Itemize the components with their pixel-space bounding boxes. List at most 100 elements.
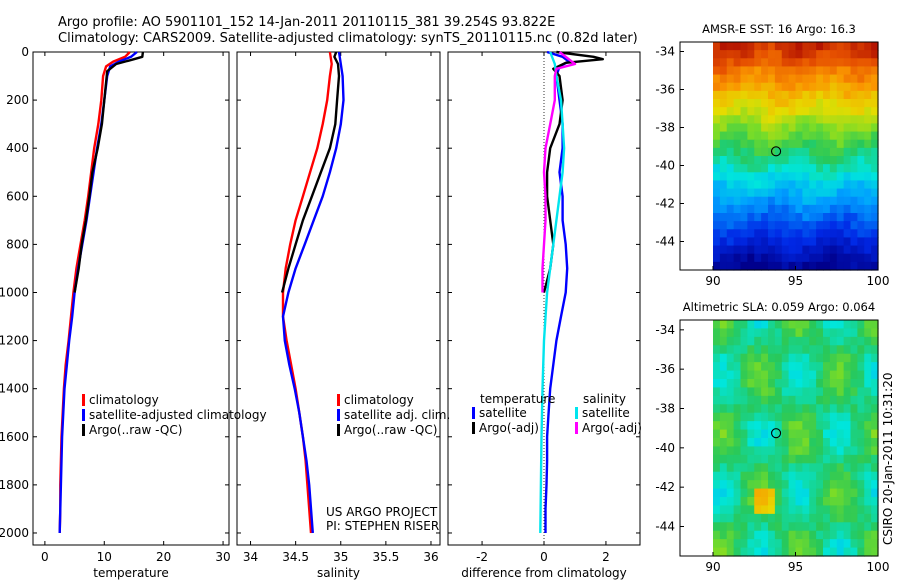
heat-cell <box>795 172 803 182</box>
heat-cell <box>747 480 755 490</box>
heat-cell <box>864 429 872 439</box>
heat-cell <box>857 345 865 355</box>
heat-cell <box>857 336 865 346</box>
heat-cell <box>768 164 776 173</box>
heat-cell <box>761 454 769 464</box>
heat-cell <box>726 395 735 405</box>
heat-cell <box>754 505 762 515</box>
heat-cell <box>809 488 817 498</box>
heat-cell <box>802 395 810 405</box>
heat-cell <box>761 336 769 346</box>
heat-cell <box>836 488 845 498</box>
heat-cell <box>816 229 824 239</box>
heat-cell <box>740 107 748 116</box>
heat-cell <box>809 454 817 464</box>
heat-cell <box>836 421 845 431</box>
heat-cell <box>747 471 755 481</box>
heat-cell <box>871 82 879 92</box>
heat-cell <box>823 74 831 84</box>
heat-cell <box>761 123 769 133</box>
heat-cell <box>788 395 797 405</box>
heat-cell <box>864 412 872 422</box>
heat-cell <box>726 115 735 125</box>
heat-cell <box>857 139 865 149</box>
heat-cell <box>774 131 783 141</box>
heat-cell <box>774 213 783 222</box>
heat-cell <box>726 480 735 490</box>
heat-cell <box>802 58 810 68</box>
heat-cell <box>774 261 783 271</box>
heat-cell <box>816 147 824 157</box>
heat-cell <box>816 115 824 125</box>
heat-cell <box>713 395 721 405</box>
heat-cell <box>864 362 872 372</box>
heat-cell <box>774 497 783 507</box>
heat-cell <box>733 370 742 380</box>
heat-cell <box>733 221 742 230</box>
heat-cell <box>781 387 790 397</box>
heat-cell <box>761 412 769 422</box>
series-line-salinity-satellite <box>539 51 566 534</box>
heat-cell <box>816 320 824 330</box>
heat-cell <box>761 438 769 448</box>
salinity-x-tick-label: 34 <box>243 550 258 564</box>
heat-cell <box>768 421 776 431</box>
heat-cell <box>788 488 797 498</box>
heat-cell <box>857 370 865 380</box>
heat-cell <box>816 99 824 108</box>
heat-cell <box>713 336 721 346</box>
heat-cell <box>713 245 721 255</box>
temperature-x-tick-label: 0 <box>41 550 49 564</box>
heat-cell <box>781 379 790 389</box>
heat-cell <box>857 497 865 507</box>
heat-cell <box>768 454 776 464</box>
heat-cell <box>809 204 817 214</box>
heat-cell <box>754 221 762 230</box>
heat-cell <box>850 213 858 222</box>
heat-cell <box>850 488 858 498</box>
heat-cell <box>850 58 858 68</box>
heat-cell <box>836 345 845 355</box>
heat-cell <box>726 547 735 557</box>
heat-cell <box>719 50 728 59</box>
heat-cell <box>719 147 728 157</box>
heat-cell <box>871 497 879 507</box>
heat-cell <box>857 539 865 549</box>
heat-cell <box>857 421 865 431</box>
heat-cell <box>843 362 852 372</box>
heat-cell <box>788 131 797 141</box>
difference-panel: -2 0 2 difference from climatology temperatu… <box>447 50 642 580</box>
heat-cell <box>802 131 810 141</box>
heat-cell <box>864 245 872 255</box>
heat-cell <box>864 99 872 108</box>
series-line-argo-raw-qc- <box>280 51 341 293</box>
heat-cell <box>781 147 790 157</box>
heat-cell <box>816 480 824 490</box>
heat-cell <box>768 74 776 84</box>
heat-cell <box>713 253 721 263</box>
heat-cell <box>781 66 790 76</box>
heat-cell <box>795 379 803 389</box>
heat-cell <box>788 497 797 507</box>
heat-cell <box>871 513 879 523</box>
heat-cell <box>836 147 845 157</box>
heat-cell <box>781 362 790 372</box>
heat-cell <box>809 480 817 490</box>
heat-cell <box>768 387 776 397</box>
heat-cell <box>857 115 865 125</box>
heat-cell <box>843 66 852 76</box>
heat-cell <box>726 245 735 255</box>
heat-cell <box>788 90 797 100</box>
heat-cell <box>747 412 755 422</box>
heat-cell <box>747 107 755 116</box>
heat-cell <box>857 172 865 182</box>
heat-cell <box>740 99 748 108</box>
heat-cell <box>857 438 865 448</box>
heat-cell <box>795 156 803 165</box>
heat-cell <box>747 131 755 141</box>
heat-cell <box>747 237 755 247</box>
heat-cell <box>761 362 769 372</box>
heat-cell <box>713 196 721 206</box>
heat-cell <box>871 229 879 239</box>
heat-cell <box>713 328 721 338</box>
